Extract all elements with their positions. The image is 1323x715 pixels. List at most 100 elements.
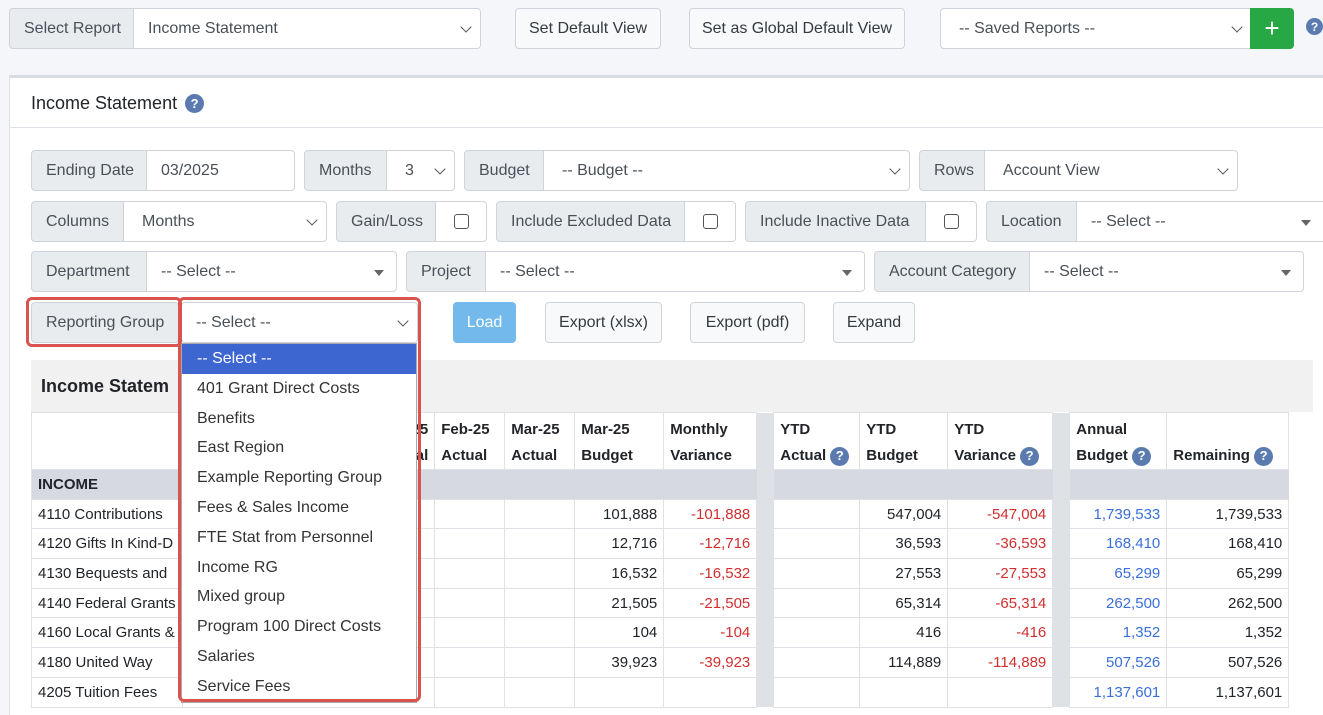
remaining-cell: 507,526 xyxy=(1166,647,1290,678)
annual-budget-link[interactable]: 65,299 xyxy=(1069,558,1168,589)
column-separator xyxy=(1052,412,1070,470)
header-account xyxy=(31,412,183,470)
export-pdf-button[interactable]: Export (pdf) xyxy=(690,302,805,343)
dropdown-option[interactable]: East Region xyxy=(197,439,285,457)
account-cell: 4130 Bequests and xyxy=(31,558,183,589)
include-excluded-label: Include Excluded Data xyxy=(496,201,685,242)
dropdown-option[interactable]: Benefits xyxy=(197,409,255,427)
help-icon[interactable]: ? xyxy=(1254,446,1274,466)
account-cell: 4205 Tuition Fees xyxy=(31,676,183,708)
months-value: 3 xyxy=(405,161,414,179)
card-title: Income Statement ? xyxy=(31,93,205,114)
ytd-budget-cell: 36,593 xyxy=(859,528,949,560)
account-cell: 4120 Gifts In Kind-D xyxy=(31,528,183,560)
dropdown-option[interactable]: Program 100 Direct Costs xyxy=(197,618,382,636)
caret-down-icon xyxy=(1301,220,1311,226)
chevron-down-icon xyxy=(306,214,318,226)
dropdown-option[interactable]: Income RG xyxy=(197,558,278,576)
help-icon[interactable]: ? xyxy=(830,446,850,466)
help-icon[interactable]: ? xyxy=(1132,446,1152,466)
mar-budget-cell: 101,888 xyxy=(574,498,665,530)
project-select[interactable]: -- Select -- xyxy=(485,251,865,292)
annual-budget-link[interactable]: 1,352 xyxy=(1069,617,1168,649)
include-excluded-checkbox-wrap xyxy=(684,201,736,242)
monthly-variance-cell: -39,923 xyxy=(663,647,758,678)
include-inactive-label: Include Inactive Data xyxy=(745,201,926,242)
header-ytd-actual: YTD Actual ? xyxy=(773,412,861,470)
annual-budget-link[interactable]: 1,137,601 xyxy=(1069,676,1168,708)
ending-date-input[interactable]: 03/2025 xyxy=(146,150,295,191)
ending-date-label: Ending Date xyxy=(31,150,147,191)
account-cell: 4160 Local Grants & xyxy=(31,617,183,649)
account-category-select[interactable]: -- Select -- xyxy=(1029,251,1304,292)
mar-budget-cell: 16,532 xyxy=(574,558,665,589)
dropdown-option[interactable]: 401 Grant Direct Costs xyxy=(197,379,360,397)
dropdown-option[interactable]: -- Select -- xyxy=(182,344,416,374)
budget-label: Budget xyxy=(464,150,544,191)
dropdown-option[interactable]: Mixed group xyxy=(197,588,286,606)
help-icon[interactable]: ? xyxy=(1020,446,1040,466)
ytd-variance-cell: -416 xyxy=(947,617,1054,649)
dropdown-option[interactable]: Salaries xyxy=(197,647,255,665)
reporting-group-select[interactable]: -- Select -- xyxy=(181,302,418,343)
gain-loss-label: Gain/Loss xyxy=(336,201,436,242)
columns-label: Columns xyxy=(31,201,124,242)
load-button[interactable]: Load xyxy=(453,302,516,343)
card-header-divider xyxy=(9,127,1323,128)
dropdown-option[interactable]: Fees & Sales Income xyxy=(197,498,350,516)
chevron-down-icon xyxy=(397,315,409,327)
select-report-label: Select Report xyxy=(9,8,134,49)
set-global-default-view-button[interactable]: Set as Global Default View xyxy=(689,8,905,49)
saved-reports-select[interactable]: -- Saved Reports -- xyxy=(940,8,1252,49)
help-icon[interactable]: ? xyxy=(1306,18,1323,35)
project-label: Project xyxy=(406,251,486,292)
ytd-budget-cell: 27,553 xyxy=(859,558,949,589)
remaining-cell: 1,739,533 xyxy=(1166,498,1290,530)
budget-select[interactable]: -- Budget -- xyxy=(543,150,910,191)
months-select[interactable]: 3 xyxy=(386,150,455,191)
caret-down-icon xyxy=(842,270,852,276)
mar-budget-cell: 104 xyxy=(574,617,665,649)
report-select[interactable]: Income Statement xyxy=(133,8,481,49)
department-value: -- Select -- xyxy=(161,262,236,280)
annual-budget-link[interactable]: 168,410 xyxy=(1069,528,1168,560)
header-annual-budget: Annual Budget ? xyxy=(1069,412,1168,470)
annual-budget-link[interactable]: 1,739,533 xyxy=(1069,498,1168,530)
dropdown-option[interactable]: Service Fees xyxy=(197,677,291,695)
reporting-group-dropdown[interactable]: -- Select -- 401 Grant Direct Costs Benefi… xyxy=(181,343,417,703)
header-remaining: Remaining ? xyxy=(1166,412,1290,470)
header-feb-actual: Feb-25 Actual xyxy=(434,412,506,470)
saved-reports-value: -- Saved Reports -- xyxy=(959,19,1096,37)
department-select[interactable]: -- Select -- xyxy=(146,251,397,292)
dropdown-option[interactable]: Example Reporting Group xyxy=(197,469,382,487)
mar-budget-cell: 39,923 xyxy=(574,647,665,678)
mar-budget-cell: 12,716 xyxy=(574,528,665,560)
caret-down-icon xyxy=(374,270,384,276)
dropdown-option[interactable]: FTE Stat from Personnel xyxy=(197,528,374,546)
add-saved-report-button[interactable]: + xyxy=(1250,8,1294,49)
rows-label: Rows xyxy=(919,150,985,191)
account-cell: 4180 United Way xyxy=(31,647,183,678)
remaining-cell: 262,500 xyxy=(1166,587,1290,619)
include-inactive-checkbox-wrap xyxy=(925,201,977,242)
annual-budget-link[interactable]: 507,526 xyxy=(1069,647,1168,678)
set-default-view-button[interactable]: Set Default View xyxy=(515,8,661,49)
include-inactive-checkbox[interactable] xyxy=(943,214,959,229)
monthly-variance-cell: -21,505 xyxy=(663,587,758,619)
gain-loss-checkbox-wrap xyxy=(435,201,487,242)
ytd-variance-cell xyxy=(947,676,1054,708)
location-select[interactable]: -- Select -- xyxy=(1076,201,1323,242)
expand-button[interactable]: Expand xyxy=(833,302,915,343)
export-xlsx-button[interactable]: Export (xlsx) xyxy=(545,302,662,343)
ytd-budget-cell: 114,889 xyxy=(859,647,949,678)
annual-budget-link[interactable]: 262,500 xyxy=(1069,587,1168,619)
ytd-budget-cell: 65,314 xyxy=(859,587,949,619)
help-icon[interactable]: ? xyxy=(185,94,205,113)
gain-loss-checkbox[interactable] xyxy=(453,214,469,229)
rows-select[interactable]: Account View xyxy=(984,150,1238,191)
rows-value: Account View xyxy=(1003,161,1100,179)
include-excluded-checkbox[interactable] xyxy=(702,214,718,229)
remaining-cell: 168,410 xyxy=(1166,528,1290,560)
location-label: Location xyxy=(986,201,1077,242)
columns-select[interactable]: Months xyxy=(123,201,327,242)
